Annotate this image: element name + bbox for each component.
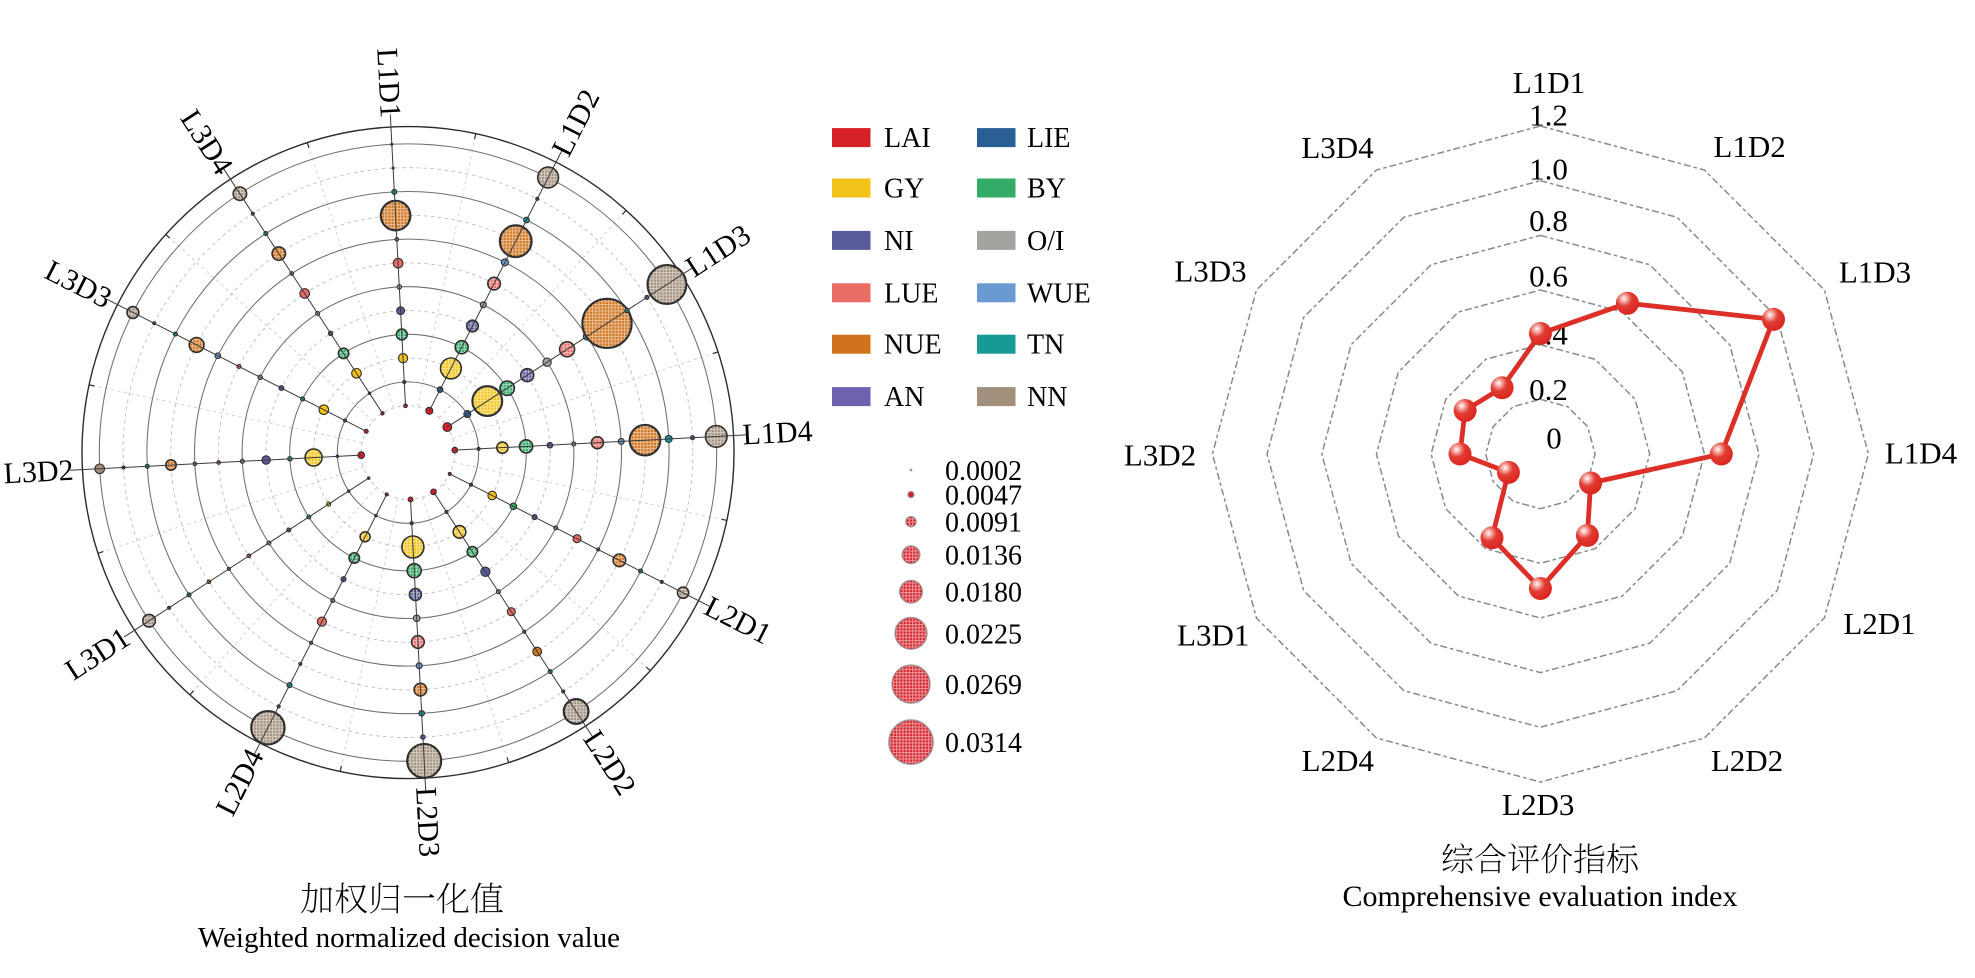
svg-text:L2D2: L2D2 bbox=[1711, 743, 1783, 778]
svg-text:0.2: 0.2 bbox=[1529, 372, 1568, 407]
svg-text:L3D2: L3D2 bbox=[1124, 437, 1196, 472]
svg-text:0.0180: 0.0180 bbox=[945, 578, 1022, 609]
svg-text:0: 0 bbox=[1546, 421, 1562, 456]
svg-text:LIE: LIE bbox=[1027, 123, 1071, 154]
svg-text:0.0047: 0.0047 bbox=[945, 481, 1022, 512]
svg-text:0.0091: 0.0091 bbox=[945, 508, 1022, 539]
svg-text:1.0: 1.0 bbox=[1529, 152, 1568, 187]
svg-text:NI: NI bbox=[884, 226, 914, 257]
svg-text:WUE: WUE bbox=[1027, 278, 1091, 309]
svg-text:NUE: NUE bbox=[884, 330, 942, 361]
svg-text:0.8: 0.8 bbox=[1529, 203, 1568, 238]
svg-text:NN: NN bbox=[1027, 382, 1067, 413]
svg-text:L1D1: L1D1 bbox=[1513, 65, 1585, 100]
svg-text:GY: GY bbox=[884, 174, 924, 205]
svg-text:L3D1: L3D1 bbox=[1177, 618, 1249, 653]
svg-text:TN: TN bbox=[1027, 330, 1064, 361]
svg-text:L2D4: L2D4 bbox=[1302, 743, 1375, 778]
svg-text:BY: BY bbox=[1027, 174, 1066, 205]
svg-text:L3D2: L3D2 bbox=[3, 454, 75, 491]
svg-text:LUE: LUE bbox=[884, 278, 938, 309]
svg-text:0.6: 0.6 bbox=[1529, 259, 1568, 294]
svg-text:L2D3: L2D3 bbox=[409, 786, 446, 858]
svg-text:L1D4: L1D4 bbox=[742, 415, 814, 452]
svg-text:L2D3: L2D3 bbox=[1502, 787, 1574, 822]
svg-text:L1D4: L1D4 bbox=[1885, 436, 1958, 471]
svg-text:L3D3: L3D3 bbox=[1174, 254, 1246, 289]
svg-text:L2D1: L2D1 bbox=[1843, 606, 1915, 641]
svg-text:Comprehensive evaluation index: Comprehensive evaluation index bbox=[1343, 880, 1738, 913]
svg-text:0.0314: 0.0314 bbox=[945, 728, 1022, 759]
svg-text:L1D2: L1D2 bbox=[1713, 129, 1785, 164]
svg-text:0.0002: 0.0002 bbox=[945, 456, 1022, 487]
svg-text:0.0136: 0.0136 bbox=[945, 541, 1022, 572]
svg-text:AN: AN bbox=[884, 382, 924, 413]
svg-text:0.0225: 0.0225 bbox=[945, 619, 1022, 650]
svg-text:Weighted normalized decision v: Weighted normalized decision value bbox=[198, 922, 620, 954]
svg-text:0.0269: 0.0269 bbox=[945, 670, 1022, 701]
svg-text:L1D3: L1D3 bbox=[1839, 255, 1911, 290]
svg-text:O/I: O/I bbox=[1027, 226, 1064, 257]
svg-text:LAI: LAI bbox=[884, 123, 931, 154]
svg-text:1.2: 1.2 bbox=[1529, 97, 1568, 132]
svg-text:L3D4: L3D4 bbox=[1301, 130, 1374, 165]
svg-text:L1D1: L1D1 bbox=[370, 47, 407, 119]
